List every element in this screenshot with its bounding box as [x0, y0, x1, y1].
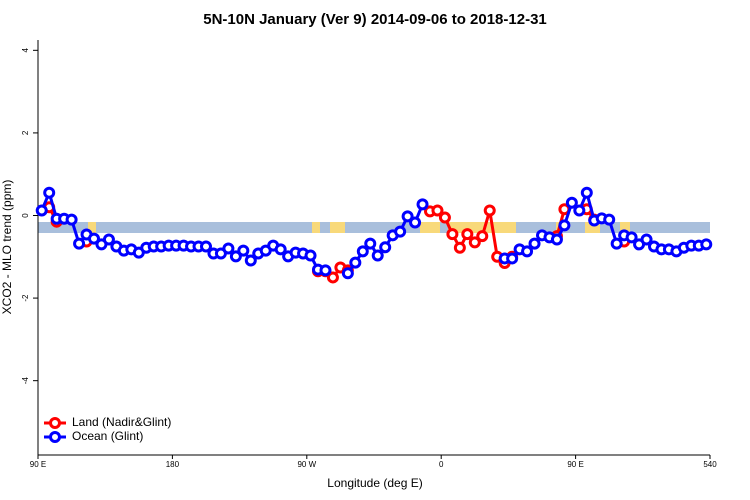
land-band: [620, 222, 630, 233]
x-tick-label: 90 E: [30, 460, 46, 469]
legend-label: Ocean (Glint): [72, 429, 143, 443]
land-band: [448, 222, 516, 233]
point: [453, 241, 466, 254]
point: [326, 271, 339, 284]
point: [237, 244, 250, 257]
point: [416, 198, 429, 211]
point: [222, 242, 235, 255]
land-band: [312, 222, 320, 233]
point: [603, 213, 616, 226]
point: [371, 249, 384, 262]
point: [274, 243, 287, 256]
x-tick-label: 0: [439, 460, 444, 469]
x-tick-label: 540: [703, 460, 717, 469]
y-axis-label: XCO2 - MLO trend (ppm): [0, 180, 14, 315]
point: [550, 233, 563, 246]
point: [558, 219, 571, 232]
land-band: [330, 222, 345, 233]
point: [700, 238, 713, 251]
point: [200, 240, 212, 253]
land-band: [585, 222, 600, 233]
x-axis-label: Longitude (deg E): [327, 476, 422, 490]
point: [565, 196, 578, 209]
point: [319, 264, 332, 277]
point: [521, 245, 534, 258]
point: [35, 204, 48, 217]
point: [431, 204, 444, 217]
point: [379, 241, 392, 254]
series: [35, 186, 713, 280]
y-tick-label: 4: [21, 48, 30, 53]
point: [476, 230, 489, 243]
point: [43, 186, 56, 199]
x-tick-label: 90 E: [567, 460, 583, 469]
point: [610, 237, 623, 250]
y-tick-label: -2: [21, 294, 30, 302]
y-tick-label: -4: [21, 377, 30, 385]
point: [304, 249, 317, 262]
point: [364, 237, 377, 250]
legend-label: Land (Nadir&Glint): [72, 415, 171, 429]
point: [625, 231, 638, 244]
point: [349, 256, 362, 269]
point: [88, 232, 100, 245]
point: [640, 233, 653, 246]
point: [573, 204, 586, 217]
y-tick-label: 0: [21, 213, 30, 218]
ocean-band: [38, 222, 710, 233]
point: [580, 186, 593, 199]
point: [244, 254, 257, 267]
land-band: [420, 222, 440, 233]
point: [506, 252, 519, 265]
land-band: [88, 222, 96, 233]
x-tick-label: 90 W: [297, 460, 316, 469]
point: [73, 237, 86, 250]
point: [468, 236, 481, 249]
point: [438, 211, 451, 224]
point: [341, 267, 354, 280]
legend-marker: [49, 431, 61, 443]
point: [401, 210, 414, 223]
point: [102, 233, 115, 246]
point: [229, 250, 242, 263]
point: [446, 228, 459, 241]
y-tick-label: 2: [21, 130, 30, 135]
legend: Land (Nadir&Glint)Ocean (Glint): [44, 415, 171, 443]
point: [65, 213, 78, 226]
point: [461, 228, 474, 241]
point: [483, 204, 496, 217]
point: [528, 237, 541, 250]
point: [356, 245, 369, 258]
chart-title: 5N-10N January (Ver 9) 2014-09-06 to 201…: [203, 11, 547, 28]
x-tick-label: 180: [166, 460, 180, 469]
point: [409, 216, 422, 229]
legend-marker: [49, 417, 61, 429]
point: [394, 225, 407, 238]
